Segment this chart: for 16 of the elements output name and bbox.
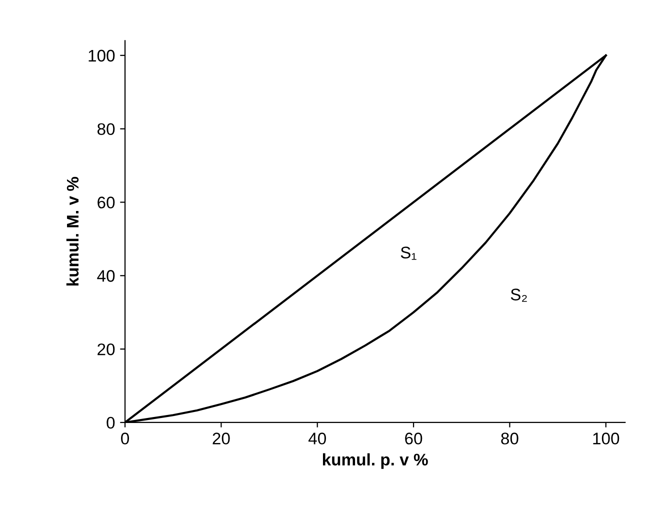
y-tick-label: 20 — [98, 343, 115, 356]
y-tick-label: 60 — [98, 196, 115, 208]
annotation: S₁ — [400, 246, 416, 260]
x-tick-label: 60 — [405, 432, 422, 444]
x-tick-label: 40 — [308, 432, 326, 444]
annotation: S₂ — [510, 288, 527, 302]
x-axis-title: kumul. p. v % — [322, 453, 428, 469]
x-tick-label: 20 — [212, 432, 230, 444]
y-tick-label: 100 — [88, 50, 115, 62]
x-tick-label: 0 — [121, 432, 130, 444]
y-tick-label: 40 — [97, 270, 115, 282]
y-axis-title: kumul. M. v % — [66, 176, 79, 286]
x-tick-label: 80 — [501, 432, 518, 444]
y-tick-label: 0 — [106, 416, 115, 429]
x-tick-label: 100 — [593, 432, 620, 444]
y-tick-label: 80 — [97, 123, 115, 136]
